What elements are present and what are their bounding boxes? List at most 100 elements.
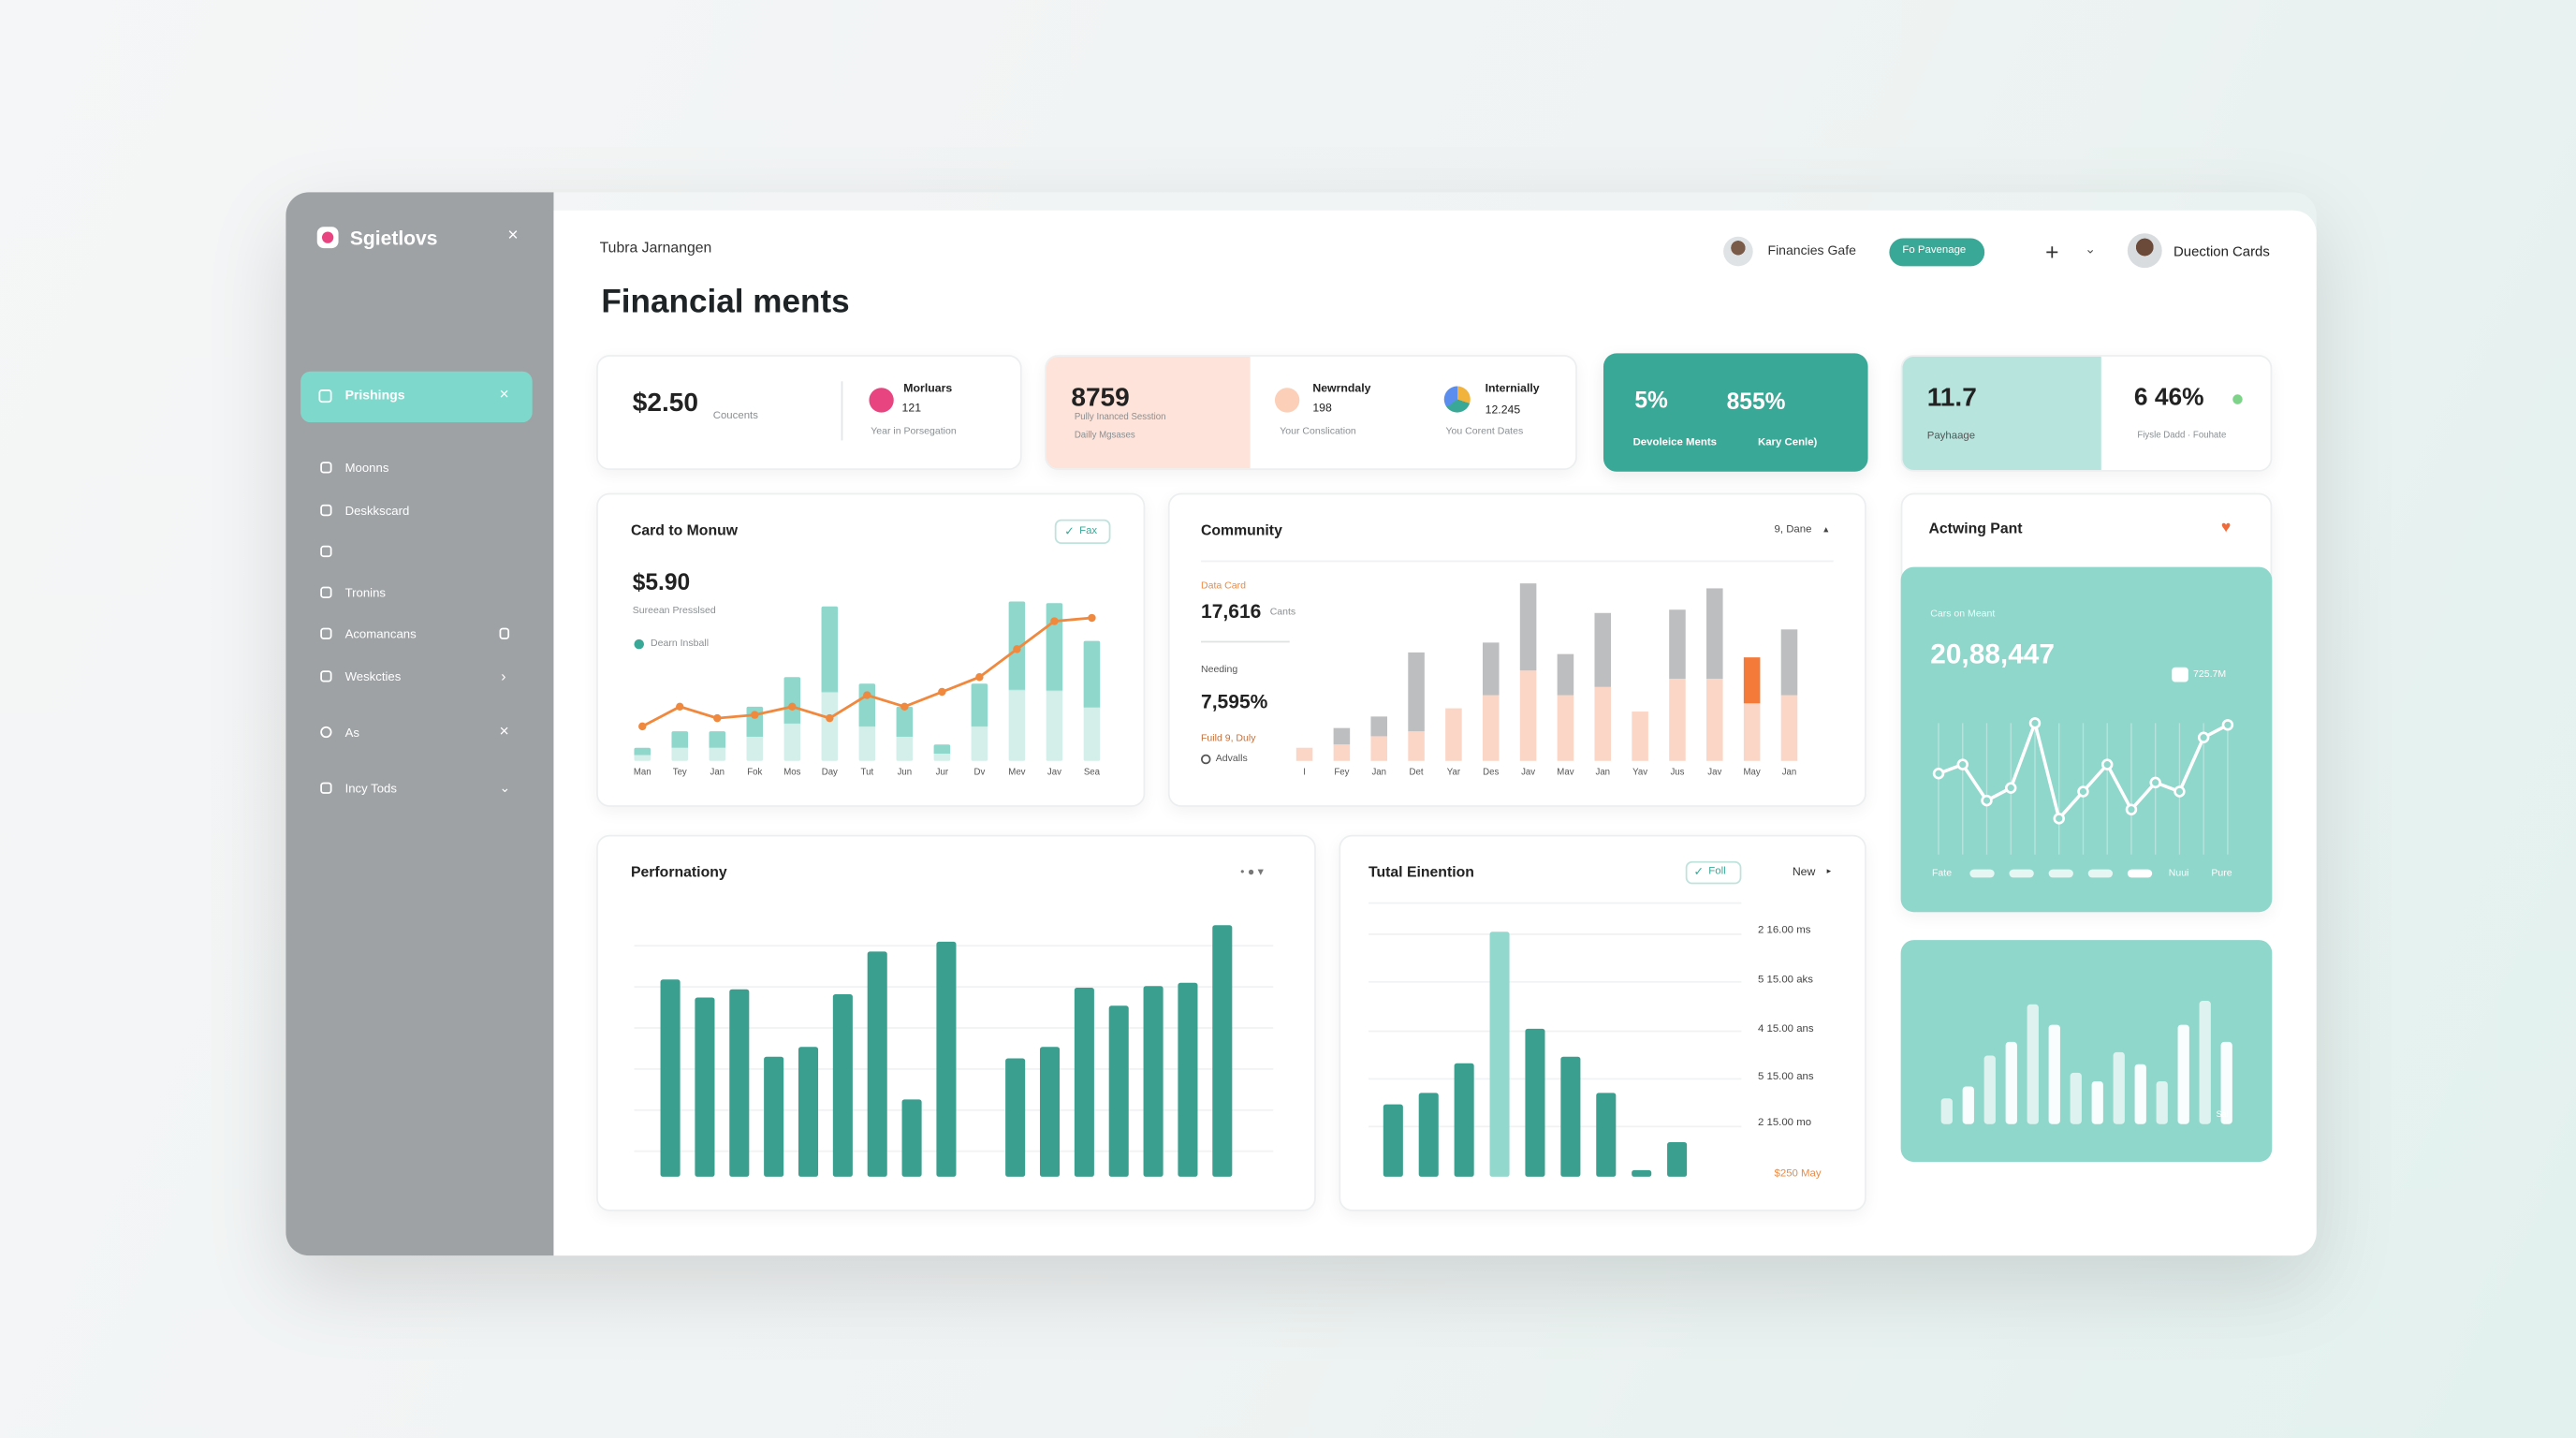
bar-segment (1557, 653, 1574, 696)
nav-icon[interactable] (320, 545, 332, 558)
nav-item[interactable]: Moonns (344, 460, 389, 476)
bar (1596, 1093, 1617, 1177)
breadcrumb: Tubra Jarnangen (599, 239, 712, 256)
kpi-value: $2.50 (632, 389, 698, 418)
bar (832, 994, 853, 1177)
badge[interactable] (1889, 238, 1985, 267)
menu-arrow[interactable]: ▴ (1823, 525, 1829, 536)
bar-segment (1706, 678, 1723, 761)
axis-label: 2 15.00 mo (1757, 1117, 1812, 1129)
card-menu[interactable]: 9, Dane (1774, 523, 1812, 536)
kpi-number: 198 (1312, 403, 1332, 416)
badge[interactable] (1054, 519, 1111, 545)
x-tick-label: Mav (1557, 768, 1573, 778)
user-label[interactable]: Financies Gafe (1767, 242, 1856, 258)
badge-text[interactable]: Fax (1079, 525, 1098, 537)
line-point (1932, 768, 1945, 780)
close-button[interactable]: × (507, 226, 519, 246)
kpi-card (1603, 353, 1868, 472)
bar (1962, 1086, 1974, 1124)
nav-item[interactable]: Deskkscard (344, 503, 410, 519)
divider (841, 381, 843, 441)
x-tick-label: Mos (783, 768, 800, 778)
bar (2027, 1004, 2039, 1124)
nav-icon (499, 627, 510, 639)
x-tick-label: Det (1410, 768, 1424, 778)
nav-close[interactable]: × (499, 723, 509, 741)
account[interactable]: Duection Cards (2173, 242, 2270, 259)
stat-label: Data Card (1200, 581, 1246, 592)
kpi-caption: Kary Cenle) (1757, 436, 1818, 448)
avatar[interactable] (2127, 233, 2162, 269)
nav-item[interactable]: Incy Tods (344, 781, 397, 797)
logo-icon (316, 227, 339, 249)
kpi-icon (1274, 388, 1300, 413)
bar-segment (1519, 583, 1537, 671)
badge-text[interactable]: Foll (1708, 865, 1726, 877)
badge-text[interactable]: Fo Pavenage (1902, 244, 1967, 257)
panel (1900, 566, 2273, 913)
bar (1008, 601, 1026, 761)
nav-item[interactable]: As (344, 725, 359, 741)
bar (821, 606, 839, 761)
kpi-note: You Corent Dates (1445, 427, 1524, 437)
bar (1108, 1005, 1129, 1177)
panel-label: Cars on Meant (1930, 609, 1996, 620)
x-tick-label: Jus (1670, 768, 1684, 778)
bar (1667, 1142, 1688, 1177)
badge-check: ✓ (1693, 866, 1704, 879)
line-point (2028, 717, 2042, 729)
nav-chevron[interactable]: ⌄ (499, 780, 511, 796)
line-point (863, 691, 871, 699)
bar-segment (1408, 731, 1425, 761)
bar-segment (1669, 609, 1686, 679)
kpi-highlight (1046, 356, 1251, 469)
bar-segment (1780, 629, 1798, 696)
kpi-card (596, 355, 1022, 471)
nav-item[interactable]: Weskcties (344, 668, 402, 684)
nav-item[interactable]: Acomancans (344, 626, 417, 642)
kpi-value: 11.7 (1926, 384, 1977, 413)
x-tick-label: Fok (747, 768, 762, 778)
grid-line (1368, 1078, 1742, 1080)
bar (1083, 640, 1101, 761)
avatar[interactable] (1723, 236, 1753, 267)
menu-arrow[interactable]: ▸ (1826, 866, 1832, 877)
pill (2087, 869, 2114, 878)
favorite-icon[interactable]: ♥ (2220, 519, 2232, 538)
nav-item[interactable]: Tronins (344, 585, 386, 601)
grid-line (1368, 1125, 1742, 1128)
card-menu[interactable]: • ● ▾ (1240, 866, 1264, 879)
nav-close[interactable]: × (499, 386, 509, 404)
bar-segment (1743, 703, 1761, 761)
dropdown[interactable]: ⌄ (2085, 242, 2096, 257)
card-subtitle: Sureean Presslsed (632, 606, 716, 617)
bar-segment (1370, 716, 1388, 737)
x-tick-label: Jan (1596, 768, 1611, 778)
x-tick-label: Yar (1447, 768, 1461, 778)
nav-chevron[interactable]: › (501, 668, 506, 685)
x-tick-label: Jan (1782, 768, 1797, 778)
nav-item[interactable]: Prishings (344, 388, 405, 404)
card-title: Card to Monuw (630, 521, 739, 538)
line-point (975, 673, 984, 682)
bar-segment (1482, 642, 1500, 696)
bar (671, 731, 689, 761)
pill (2127, 869, 2153, 878)
add-button[interactable]: + (2045, 238, 2059, 265)
page-title: Financial ments (601, 284, 850, 321)
x-label: Pure (2211, 869, 2232, 880)
card-menu[interactable]: New (1792, 866, 1816, 879)
x-tick-label: Yav (1632, 768, 1647, 778)
bar-segment (1743, 657, 1761, 704)
x-tick-label: I (1303, 768, 1306, 778)
badge[interactable] (1685, 860, 1742, 885)
nav-active[interactable] (300, 371, 533, 423)
kpi-icon (1443, 386, 1471, 413)
bar (1940, 1098, 1953, 1124)
bar (1074, 987, 1094, 1177)
bar-segment (1482, 695, 1500, 761)
line-point (900, 702, 909, 712)
